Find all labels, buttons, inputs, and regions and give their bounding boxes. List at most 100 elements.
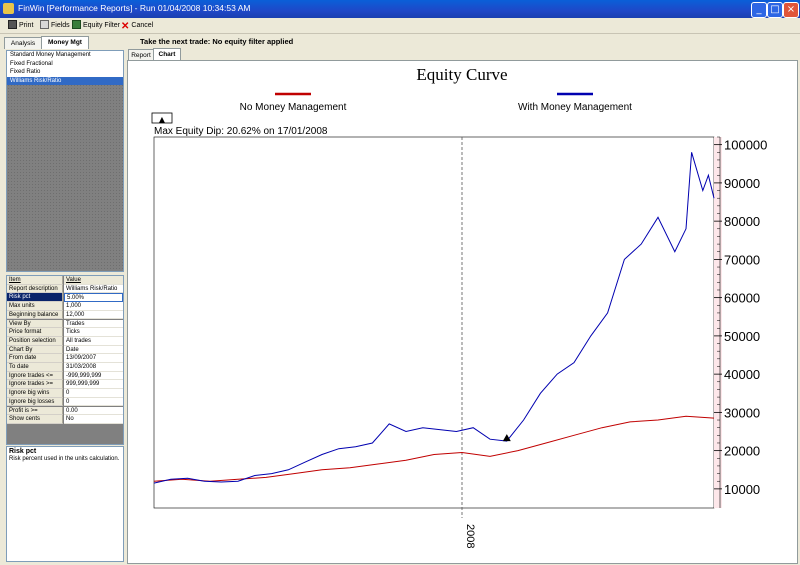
property-value[interactable]: 13/09/2007 bbox=[64, 354, 123, 363]
property-header-item: Item bbox=[7, 276, 63, 285]
property-header: Item Value bbox=[7, 276, 123, 285]
help-text: Risk percent used in the units calculati… bbox=[9, 456, 120, 462]
equity-chart: Equity Curve No Money Management With Mo… bbox=[151, 65, 767, 548]
filter-icon bbox=[72, 20, 81, 29]
max-dip-button[interactable] bbox=[151, 112, 173, 124]
chart-panel: Equity Curve No Money Management With Mo… bbox=[127, 60, 798, 564]
equity-filter-label: Equity Filter bbox=[83, 22, 120, 29]
close-button[interactable]: × bbox=[783, 2, 799, 18]
property-grid: Item Value Report description Williams Ri… bbox=[6, 275, 124, 445]
plot-area bbox=[153, 136, 715, 509]
property-value-input[interactable]: 5.00% bbox=[64, 293, 123, 303]
toolbar: Print Fields Equity Filter ✕ Cancel bbox=[0, 18, 800, 34]
property-row-selected[interactable]: Risk pct 5.00% bbox=[7, 293, 123, 303]
y-tick-label: 80000 bbox=[724, 214, 760, 229]
tab-chart[interactable]: Chart bbox=[153, 48, 181, 61]
property-row[interactable]: View By Trades bbox=[7, 319, 123, 329]
property-header-value: Value bbox=[64, 276, 123, 285]
property-name: Profit is >= bbox=[7, 406, 63, 416]
property-value[interactable]: Ticks bbox=[64, 328, 123, 337]
property-row[interactable]: Max units 1,000 bbox=[7, 302, 123, 311]
max-equity-dip-label: Max Equity Dip: 20.62% on 17/01/2008 bbox=[154, 126, 328, 137]
window-title: FinWin [Performance Reports] - Run 01/04… bbox=[18, 3, 251, 13]
property-name: From date bbox=[7, 354, 63, 363]
property-name: Position selection bbox=[7, 336, 63, 346]
equity-filter-status: Take the next trade: No equity filter ap… bbox=[140, 37, 294, 46]
fields-label: Fields bbox=[51, 22, 70, 29]
y-tick-label: 100000 bbox=[724, 138, 767, 153]
y-tick-label: 90000 bbox=[724, 176, 760, 191]
fields-button[interactable]: Fields bbox=[40, 20, 70, 31]
property-name: To date bbox=[7, 363, 63, 372]
y-tick-label: 20000 bbox=[724, 444, 760, 459]
cancel-button[interactable]: ✕ Cancel bbox=[121, 20, 154, 32]
property-value[interactable]: 31/03/2008 bbox=[64, 363, 123, 372]
property-name: Ignore trades >= bbox=[7, 380, 63, 390]
max-dip-button-label: ▲ bbox=[159, 115, 166, 124]
tab-analysis[interactable]: Analysis bbox=[4, 37, 42, 49]
property-value[interactable]: All trades bbox=[64, 336, 123, 346]
property-name: View By bbox=[7, 319, 63, 329]
series-line-with-mm bbox=[153, 152, 715, 484]
list-item[interactable]: Fixed Ratio bbox=[7, 68, 123, 77]
property-value[interactable]: 12,000 bbox=[64, 310, 123, 320]
print-button[interactable]: Print bbox=[8, 20, 33, 31]
printer-icon bbox=[8, 20, 17, 29]
property-row[interactable]: Price format Ticks bbox=[7, 328, 123, 337]
property-row[interactable]: To date 31/03/2008 bbox=[7, 363, 123, 372]
property-row[interactable]: Beginning balance 12,000 bbox=[7, 310, 123, 320]
series-line-no-mm bbox=[153, 415, 715, 482]
list-item[interactable]: Fixed Fractional bbox=[7, 59, 123, 68]
property-value[interactable]: 999,999,999 bbox=[64, 380, 123, 390]
property-row[interactable]: Ignore trades <= -999,999,999 bbox=[7, 371, 123, 381]
property-value[interactable]: No bbox=[64, 415, 123, 424]
property-value[interactable]: 1,000 bbox=[64, 302, 123, 311]
property-value[interactable]: 0 bbox=[64, 397, 123, 407]
help-title: Risk pct bbox=[9, 448, 37, 455]
legend-label-with-mm: With Money Management bbox=[518, 102, 632, 113]
property-value[interactable]: Williams Risk/Ratio bbox=[64, 284, 123, 294]
property-value[interactable]: -999,999,999 bbox=[64, 371, 123, 381]
minimize-button[interactable]: _ bbox=[751, 2, 767, 18]
y-tick-label: 40000 bbox=[724, 367, 760, 382]
plot-right-band bbox=[714, 137, 722, 508]
cancel-label: Cancel bbox=[131, 22, 154, 29]
property-name: Ignore big wins bbox=[7, 389, 63, 398]
property-row[interactable]: Ignore trades >= 999,999,999 bbox=[7, 380, 123, 390]
property-row[interactable]: From date 13/09/2007 bbox=[7, 354, 123, 363]
property-value[interactable]: 0 bbox=[64, 389, 123, 398]
property-row[interactable]: Show cents No bbox=[7, 415, 123, 424]
equity-filter-button[interactable]: Equity Filter bbox=[72, 20, 120, 31]
property-row[interactable]: Position selection All trades bbox=[7, 336, 123, 346]
property-row[interactable]: Chart By Date bbox=[7, 345, 123, 355]
property-value[interactable]: Date bbox=[64, 345, 123, 355]
x-tick-label: 2008 bbox=[464, 524, 476, 548]
help-panel: Risk pct Risk percent used in the units … bbox=[6, 446, 124, 562]
property-row[interactable]: Ignore big wins 0 bbox=[7, 389, 123, 398]
property-row[interactable]: Report description Williams Risk/Ratio bbox=[7, 284, 123, 294]
legend-label-no-mm: No Money Management bbox=[240, 102, 347, 113]
window-titlebar: FinWin [Performance Reports] - Run 01/04… bbox=[0, 0, 800, 18]
y-tick-label: 60000 bbox=[724, 291, 760, 306]
maximize-button[interactable]: □ bbox=[767, 2, 783, 18]
property-name: Chart By bbox=[7, 345, 63, 355]
y-tick-label: 50000 bbox=[724, 329, 760, 344]
property-value[interactable]: Trades bbox=[64, 319, 123, 329]
y-tick-label: 30000 bbox=[724, 405, 760, 420]
money-management-list[interactable]: Standard Money Management Fixed Fraction… bbox=[6, 50, 124, 272]
property-name: Ignore trades <= bbox=[7, 371, 63, 381]
property-name: Beginning balance bbox=[7, 310, 63, 320]
max-dip-marker bbox=[502, 434, 511, 442]
property-value[interactable]: 0.00 bbox=[64, 406, 123, 416]
list-item[interactable]: Standard Money Management bbox=[7, 51, 123, 60]
property-name: Max units bbox=[7, 302, 63, 311]
y-tick-label: 70000 bbox=[724, 252, 760, 267]
property-name: Show cents bbox=[7, 415, 63, 424]
cancel-x-icon: ✕ bbox=[121, 21, 130, 32]
property-name: Report description bbox=[7, 284, 63, 294]
list-item-selected[interactable]: Williams Risk/Ratio bbox=[7, 76, 123, 85]
property-row[interactable]: Profit is >= 0.00 bbox=[7, 406, 123, 416]
property-row[interactable]: Ignore big losses 0 bbox=[7, 397, 123, 407]
tab-money-mgt[interactable]: Money Mgt bbox=[41, 36, 89, 49]
property-name: Risk pct bbox=[7, 293, 63, 303]
